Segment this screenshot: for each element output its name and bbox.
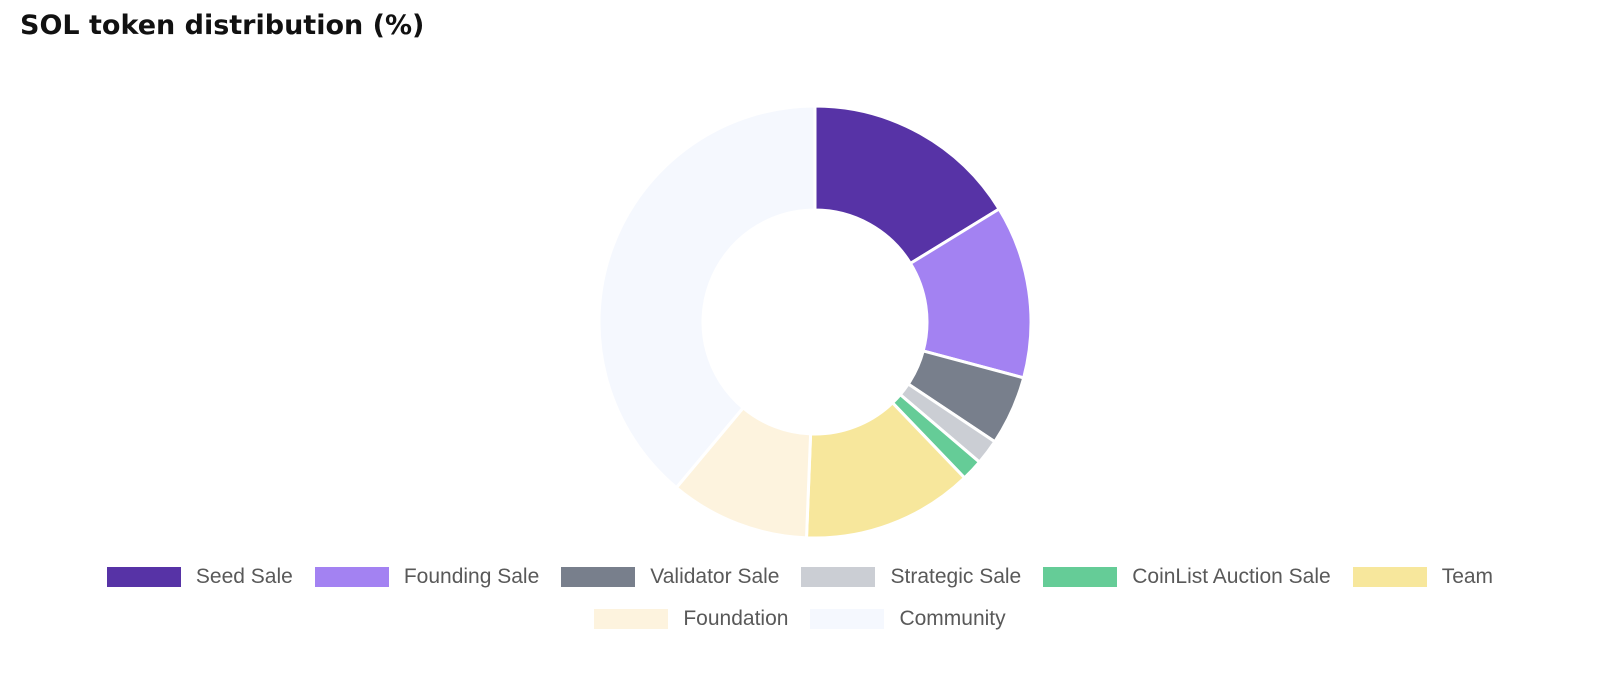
legend-item-coinlist-auction-sale[interactable]: CoinList Auction Sale [1043, 565, 1331, 589]
legend-item-team[interactable]: Team [1352, 565, 1494, 589]
chart-legend: Seed Sale Founding Sale Validator Sale Stra… [0, 556, 1600, 640]
legend-item-foundation[interactable]: Foundation [594, 607, 788, 631]
legend-label: Founding Sale [403, 565, 540, 588]
legend-label: Seed Sale [195, 565, 293, 588]
legend-item-validator-sale[interactable]: Validator Sale [561, 565, 779, 589]
legend-item-strategic-sale[interactable]: Strategic Sale [801, 565, 1021, 589]
slice-seed-sale[interactable] [813, 104, 1002, 266]
legend-label: CoinList Auction Sale [1132, 565, 1331, 588]
legend-item-community[interactable]: Community [810, 607, 1006, 631]
slice-community[interactable] [597, 104, 817, 490]
legend-swatch [801, 567, 876, 587]
legend-swatch [1043, 567, 1118, 587]
legend-swatch [561, 567, 636, 587]
legend-label: Validator Sale [650, 565, 780, 588]
donut-slices [597, 104, 1033, 540]
legend-swatch [314, 567, 389, 587]
legend-label: Team [1441, 565, 1494, 588]
legend-row: Foundation Community [0, 598, 1600, 640]
legend-label: Foundation [683, 607, 789, 630]
chart-title: SOL token distribution (%) [20, 10, 425, 41]
legend-row: Seed Sale Founding Sale Validator Sale Stra… [0, 556, 1600, 598]
legend-swatch [810, 609, 885, 629]
legend-label: Community [899, 607, 1006, 630]
legend-label: Strategic Sale [890, 565, 1022, 588]
legend-item-seed-sale[interactable]: Seed Sale [106, 565, 293, 589]
legend-swatch [1352, 567, 1427, 587]
legend-swatch [106, 567, 181, 587]
legend-item-founding-sale[interactable]: Founding Sale [314, 565, 540, 589]
legend-swatch [594, 609, 669, 629]
